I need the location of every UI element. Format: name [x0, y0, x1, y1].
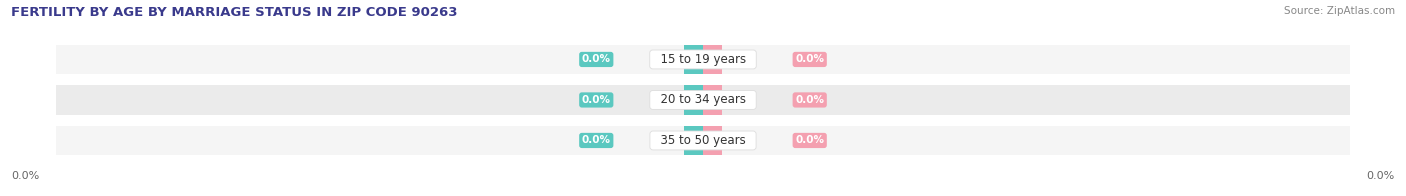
Text: Source: ZipAtlas.com: Source: ZipAtlas.com	[1284, 6, 1395, 16]
Text: 20 to 34 years: 20 to 34 years	[652, 93, 754, 106]
Bar	[683, 85, 703, 114]
Text: FERTILITY BY AGE BY MARRIAGE STATUS IN ZIP CODE 90263: FERTILITY BY AGE BY MARRIAGE STATUS IN Z…	[11, 6, 458, 19]
Bar	[703, 85, 723, 114]
Text: 0.0%: 0.0%	[582, 54, 610, 64]
Bar	[56, 45, 1350, 74]
Text: 35 to 50 years: 35 to 50 years	[652, 134, 754, 147]
Text: 15 to 19 years: 15 to 19 years	[652, 53, 754, 66]
Text: 0.0%: 0.0%	[582, 95, 610, 105]
Bar	[56, 85, 1350, 114]
Text: 0.0%: 0.0%	[796, 95, 824, 105]
Text: 0.0%: 0.0%	[796, 135, 824, 145]
Text: 0.0%: 0.0%	[582, 135, 610, 145]
Bar	[683, 126, 703, 155]
Bar	[703, 45, 723, 74]
Text: 0.0%: 0.0%	[11, 171, 39, 181]
Text: 0.0%: 0.0%	[796, 54, 824, 64]
Bar	[683, 45, 703, 74]
Bar	[56, 126, 1350, 155]
Bar	[703, 126, 723, 155]
Text: 0.0%: 0.0%	[1367, 171, 1395, 181]
